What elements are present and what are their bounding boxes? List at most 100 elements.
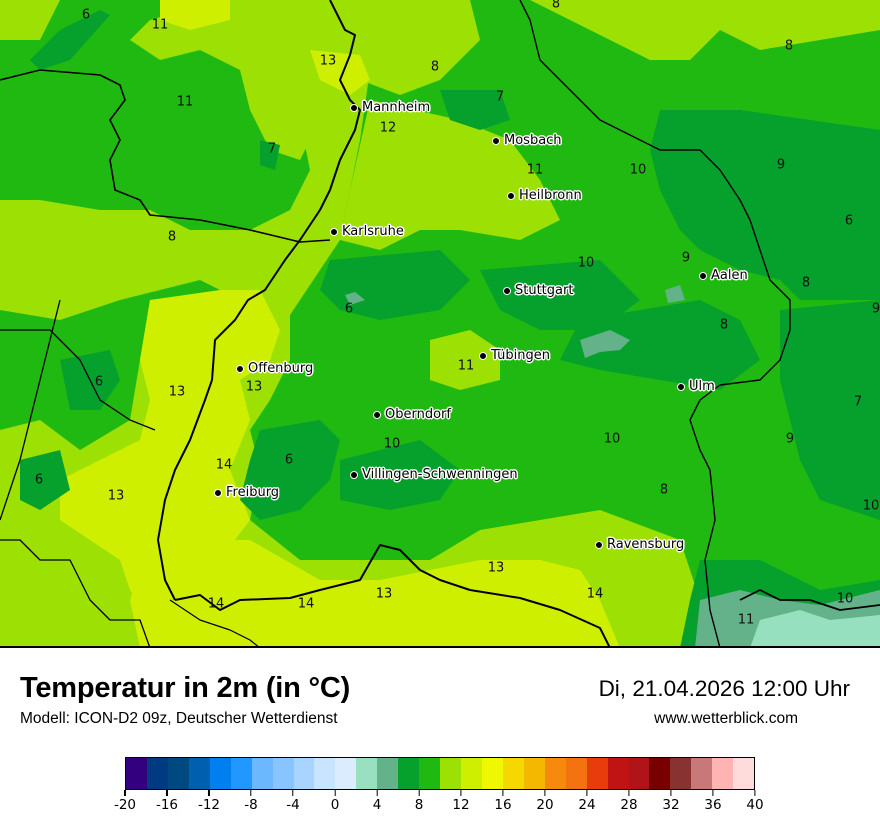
isotherm-label: 8 [659,482,669,498]
city-label: Aalen [711,268,748,283]
colorbar-tick: -12 [198,790,220,813]
isotherm-label: 6 [344,301,354,317]
colorbar-segment [565,758,587,789]
tick-mark [334,790,336,796]
city-marker: Stuttgart [503,283,573,298]
colorbar-segment [419,758,441,789]
colorbar-segment [461,758,482,789]
colorbar-segment [649,758,671,789]
tick-mark [376,790,378,796]
isotherm-label: 10 [603,431,621,447]
isotherm-label: 6 [34,472,44,488]
colorbar-segment [188,758,210,789]
tick-mark [712,790,714,796]
colorbar-tick: 32 [662,790,680,813]
isotherm-label: 11 [737,612,755,628]
isotherm-label: 13 [375,586,393,602]
city-marker: Freiburg [214,485,279,500]
city-dot-icon [330,227,338,236]
colorbar-tick: 24 [578,790,596,813]
colorbar-segment [377,758,399,789]
colorbar-segment [440,758,461,789]
temperature-colorbar [125,757,755,790]
tick-label: 16 [494,797,512,813]
tick-label: 12 [452,797,470,813]
colorbar-segment [230,758,252,789]
city-dot-icon [507,191,515,200]
tick-mark [586,790,588,796]
colorbar-segment [607,758,629,789]
colorbar-tick: 0 [331,790,339,813]
tick-mark [166,790,168,796]
city-marker: Villingen-Schwenningen [350,467,518,482]
colorbar-segment [335,758,357,789]
city-marker: Oberndorf [373,407,451,422]
isotherm-label: 10 [383,436,401,452]
tick-label: 24 [578,797,596,813]
colorbar-segment [712,758,734,789]
tick-label: 4 [372,797,382,813]
isotherm-label: 8 [430,59,440,75]
isotherm-label: 8 [167,229,177,245]
city-marker: Tübingen [479,348,550,363]
colorbar-tick: 20 [536,790,554,813]
city-label: Offenburg [248,361,314,376]
isotherm-label: 9 [785,431,795,447]
colorbar-segment [523,758,545,789]
isotherm-label: 13 [319,53,337,69]
isotherm-label: 6 [844,213,854,229]
colorbar-tick: -16 [156,790,178,813]
city-marker: Ravensburg [595,537,684,552]
tick-label: -4 [286,797,300,813]
city-marker: Aalen [699,268,748,283]
tick-label: 28 [620,797,638,813]
tick-mark [544,790,546,796]
city-label: Villingen-Schwenningen [362,467,518,482]
isotherm-label: 10 [862,498,880,514]
temperature-field [0,0,880,646]
colorbar-segment [126,758,147,789]
isotherm-label: 13 [168,384,186,400]
tick-mark [754,790,756,796]
temperature-map: 6 11 8 13 8 8 11 7 12 7 10 11 9 8 6 10 9 8 6 9 8 11 6 13 13 7 10 9 1… [0,0,880,648]
tick-label: 20 [536,797,554,813]
city-dot-icon [479,351,487,360]
tick-mark [124,790,126,796]
city-marker: Ulm [677,379,715,394]
isotherm-label: 11 [176,94,194,110]
colorbar-segment [733,758,755,789]
isotherm-label: 8 [801,275,811,291]
city-dot-icon [595,540,603,549]
tick-mark [628,790,630,796]
tick-label: 32 [662,797,680,813]
isotherm-label: 7 [853,394,863,410]
isotherm-label: 8 [551,0,561,12]
city-dot-icon [677,382,685,391]
tick-mark [418,790,420,796]
isotherm-label: 13 [487,560,505,576]
city-label: Mosbach [504,133,562,148]
isotherm-label: 9 [776,157,786,173]
colorbar-segment [586,758,608,789]
isotherm-label: 14 [215,457,233,473]
colorbar-segment [691,758,713,789]
city-dot-icon [236,364,244,373]
city-dot-icon [503,286,511,295]
city-label: Freiburg [226,485,280,500]
website-link[interactable]: www.wetterblick.com [654,710,798,727]
isotherm-label: 10 [629,162,647,178]
forecast-datetime: Di, 21.04.2026 12:00 Uhr [598,676,850,701]
colorbar-tick: 4 [372,790,382,813]
colorbar-segment [251,758,273,789]
colorbar-segment [272,758,294,789]
isotherm-label: 11 [457,358,475,374]
tick-mark [670,790,672,796]
city-label: Mannheim [362,100,431,115]
city-dot-icon [492,136,500,145]
colorbar-tick: -8 [244,790,258,813]
city-marker: Heilbronn [507,188,582,203]
colorbar-segment [481,758,503,789]
isotherm-label: 8 [784,38,794,54]
colorbar-tick: -4 [286,790,300,813]
city-dot-icon [350,103,358,112]
